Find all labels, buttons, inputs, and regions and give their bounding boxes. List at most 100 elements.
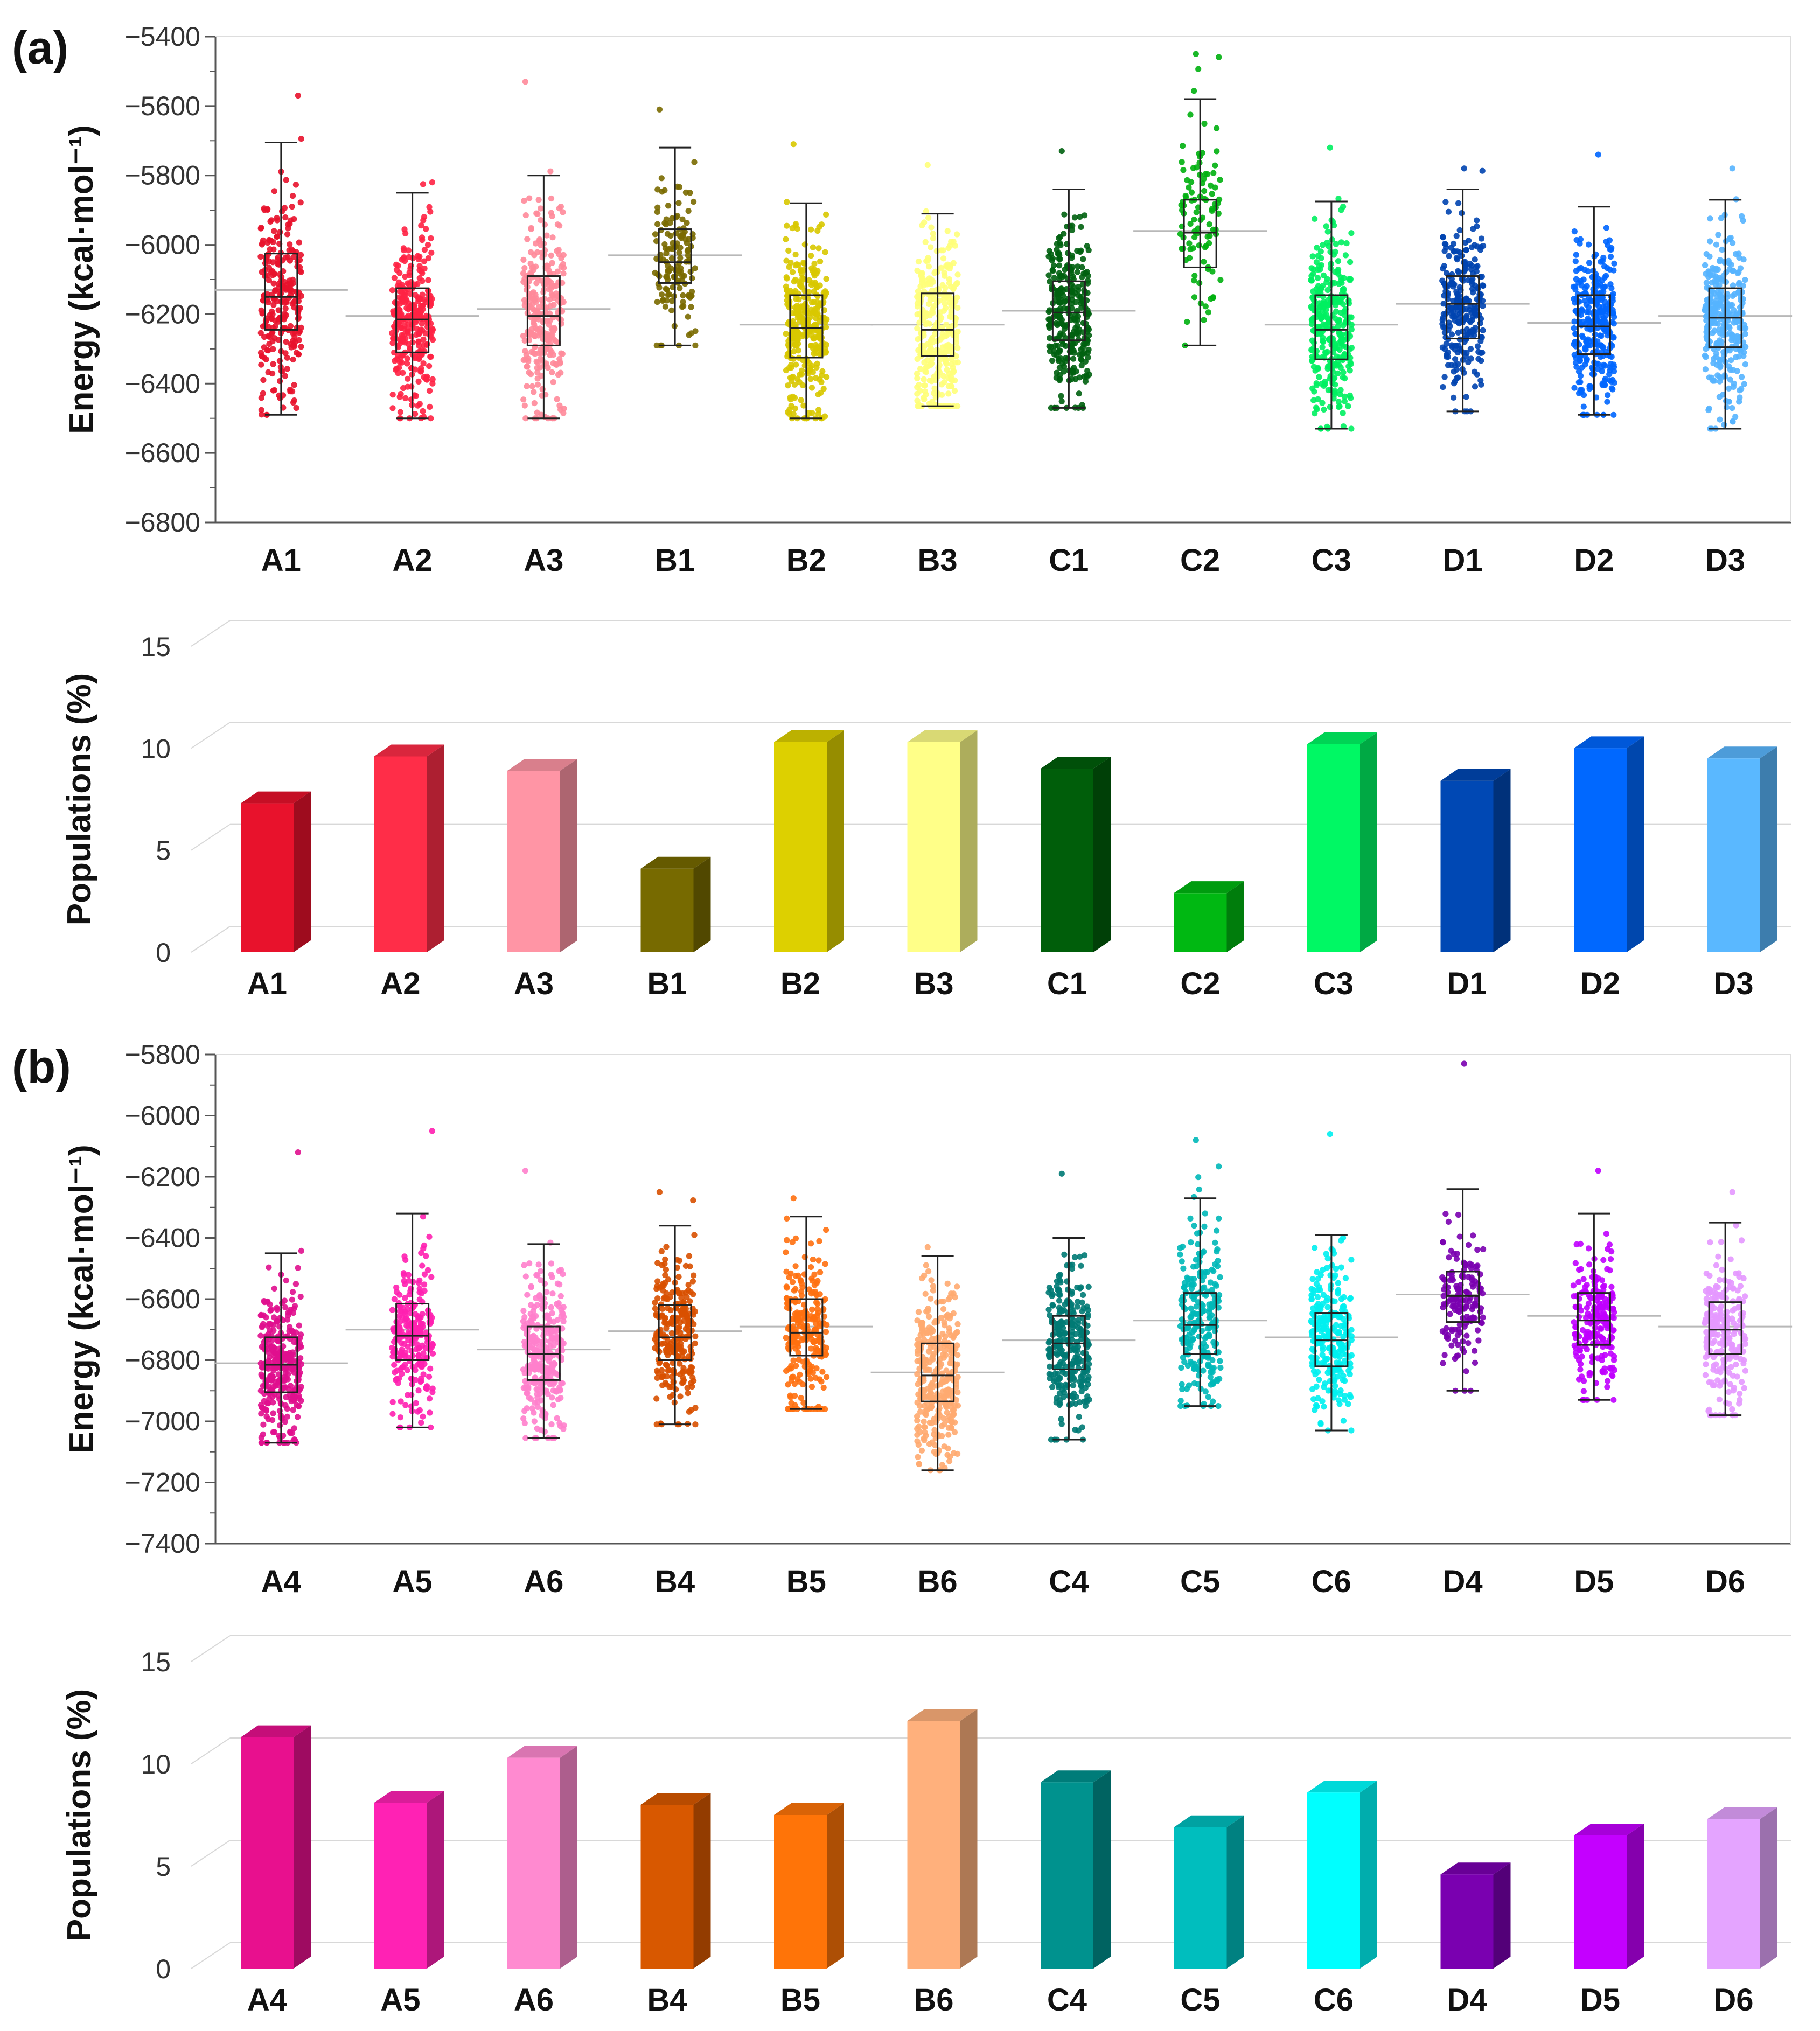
data-point xyxy=(929,355,936,362)
data-point xyxy=(800,402,807,409)
data-point xyxy=(556,205,562,212)
data-point xyxy=(1207,182,1214,189)
data-point xyxy=(258,307,264,313)
data-point xyxy=(429,1389,436,1395)
data-point xyxy=(1318,262,1324,269)
data-point xyxy=(1318,285,1325,291)
data-point xyxy=(271,270,277,277)
data-point xyxy=(1726,347,1733,354)
data-point xyxy=(1734,368,1740,374)
data-point xyxy=(816,1238,822,1244)
data-point xyxy=(811,1271,818,1278)
data-point xyxy=(1467,319,1474,325)
data-point xyxy=(682,1306,689,1312)
data-point xyxy=(790,1357,797,1364)
data-point xyxy=(1584,358,1590,364)
bar-front-face xyxy=(507,770,560,952)
data-point xyxy=(928,1277,935,1283)
data-point xyxy=(266,277,272,283)
data-point xyxy=(1459,253,1465,259)
data-point xyxy=(399,1371,405,1377)
data-point xyxy=(408,365,415,372)
data-point xyxy=(1205,240,1212,247)
data-point xyxy=(290,1310,297,1316)
data-point xyxy=(560,252,567,259)
data-point xyxy=(1474,217,1480,224)
data-point xyxy=(1338,207,1344,213)
data-point xyxy=(1467,346,1474,352)
y-tick-label: −6600 xyxy=(125,438,200,468)
data-point xyxy=(663,221,669,228)
data-point xyxy=(550,379,556,386)
data-point xyxy=(521,265,528,271)
data-point xyxy=(948,383,954,389)
data-point xyxy=(1046,248,1052,254)
data-point xyxy=(1600,309,1606,315)
data-point xyxy=(291,397,298,404)
data-point xyxy=(822,318,828,325)
data-point xyxy=(270,1373,276,1380)
data-point xyxy=(549,1378,556,1385)
data-point xyxy=(266,1354,273,1360)
data-point xyxy=(550,352,556,358)
data-point xyxy=(560,270,567,277)
data-point xyxy=(1735,281,1742,288)
data-point xyxy=(428,353,434,360)
data-point xyxy=(798,371,805,378)
data-point xyxy=(1309,317,1315,324)
data-point xyxy=(414,281,421,287)
data-point xyxy=(1445,208,1452,215)
data-point xyxy=(790,1195,797,1202)
data-point xyxy=(534,1425,540,1432)
data-point xyxy=(917,366,924,372)
data-point xyxy=(1601,382,1608,388)
data-point xyxy=(557,406,564,413)
y-tick-label: −7400 xyxy=(125,1529,200,1559)
data-point xyxy=(271,188,277,194)
data-point xyxy=(279,208,285,214)
data-point xyxy=(794,226,800,232)
data-point xyxy=(940,255,947,262)
data-point xyxy=(290,342,297,348)
data-point xyxy=(685,1287,692,1294)
data-point xyxy=(1191,294,1198,301)
data-point xyxy=(786,365,792,371)
y-tick-label: −5800 xyxy=(125,160,200,191)
data-point xyxy=(405,1392,411,1398)
y-tick-label: −6800 xyxy=(125,1345,200,1376)
data-point xyxy=(680,1377,687,1384)
data-point xyxy=(1456,284,1463,291)
data-point xyxy=(1711,316,1718,322)
x-tick-label: D1 xyxy=(1447,966,1487,1001)
data-point xyxy=(937,356,944,363)
data-point xyxy=(1719,246,1725,253)
data-point xyxy=(429,326,436,333)
data-point xyxy=(1058,393,1064,400)
data-point xyxy=(520,1385,527,1391)
data-point xyxy=(689,1278,696,1285)
data-point xyxy=(783,283,790,290)
data-point xyxy=(667,1349,673,1356)
data-point xyxy=(656,106,663,113)
iqr-box xyxy=(526,275,561,346)
data-point xyxy=(524,1292,531,1298)
x-tick-label: B2 xyxy=(780,966,820,1001)
x-tick-label: B3 xyxy=(914,966,953,1001)
data-point xyxy=(1191,234,1198,240)
data-point xyxy=(810,1256,816,1263)
data-point xyxy=(1201,317,1207,323)
data-point xyxy=(419,1342,426,1349)
data-point xyxy=(419,1262,426,1269)
bar-front-face xyxy=(1174,893,1227,952)
data-point xyxy=(548,210,554,216)
data-point xyxy=(1714,304,1721,311)
data-point xyxy=(258,361,264,368)
data-point xyxy=(556,355,563,362)
data-point xyxy=(406,254,413,260)
data-point xyxy=(1571,325,1577,331)
data-point xyxy=(534,211,541,217)
data-point xyxy=(791,1381,798,1387)
box-group-A1 xyxy=(214,92,348,418)
data-point xyxy=(550,1352,556,1358)
data-point xyxy=(1204,233,1211,240)
